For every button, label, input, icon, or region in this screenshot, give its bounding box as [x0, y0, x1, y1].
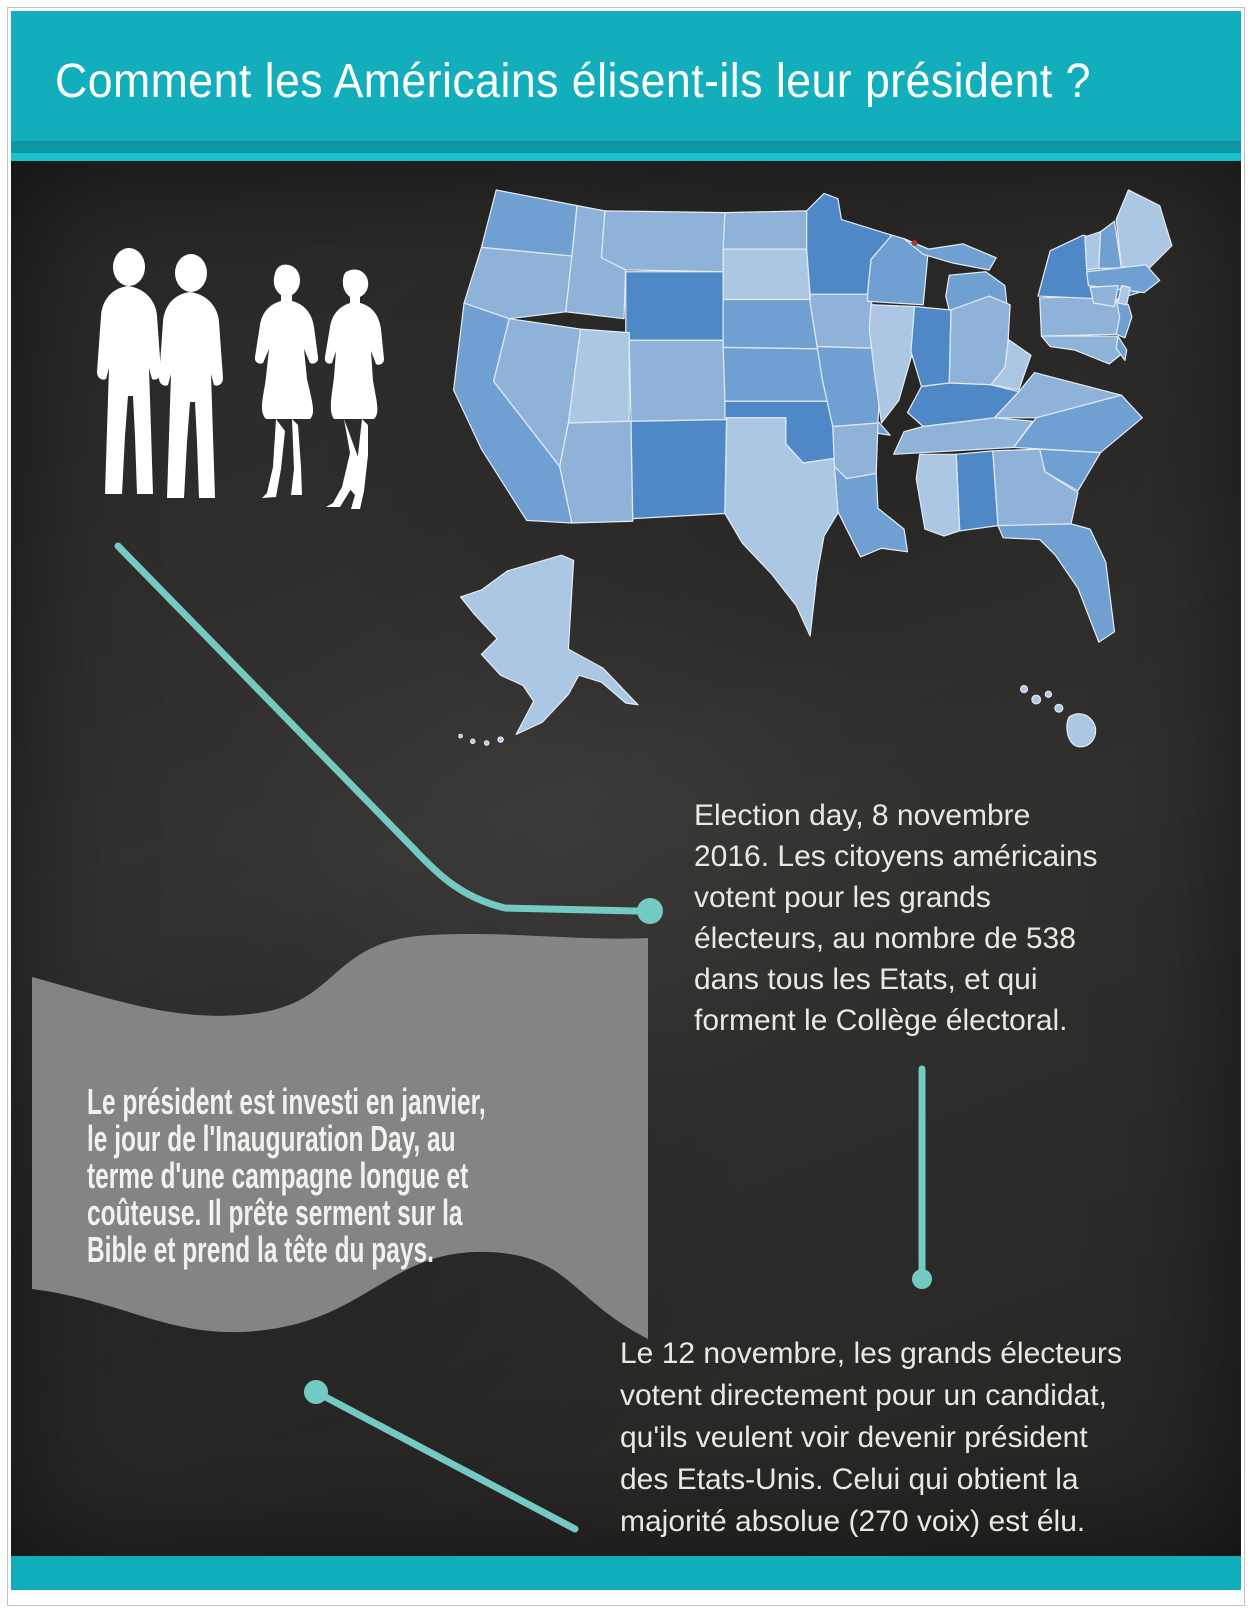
state-ia	[809, 293, 877, 349]
callout-inauguration: Le président est investi en janvier, le …	[87, 1081, 486, 1270]
state-wa	[480, 189, 578, 257]
connector-line-3	[304, 1380, 579, 1533]
footer-bar	[11, 1556, 1241, 1590]
state-tx	[724, 417, 843, 637]
state-wv	[990, 338, 1032, 391]
state-md	[1040, 335, 1128, 365]
state-or	[463, 246, 573, 320]
header-stripe-dark	[11, 141, 1241, 153]
voters-men-icon	[97, 248, 223, 498]
state-nd	[722, 210, 808, 250]
ribbon-banner	[32, 934, 648, 1339]
state-fl	[997, 523, 1116, 643]
header-stripe-bright	[11, 153, 1241, 161]
state-wy	[625, 271, 724, 342]
state-ar	[832, 422, 879, 480]
state-de	[1115, 335, 1128, 362]
voters-women-icon	[254, 264, 384, 509]
callout-electors-vote: Le 12 novembre, les grands électeurs vot…	[620, 1337, 1122, 1538]
state-nj	[1115, 298, 1133, 339]
state-ak-aleutian-2	[483, 740, 490, 746]
header-banner: Comment les Américains élisent-ils leur …	[11, 11, 1241, 161]
state-ak-aleutian-4	[458, 733, 463, 739]
connector-line-2	[912, 1065, 932, 1289]
connector-dot-2	[912, 1269, 932, 1289]
state-mi-upper	[903, 238, 997, 271]
state-la	[833, 465, 909, 558]
usa-map	[453, 189, 1173, 748]
state-me	[1115, 189, 1173, 271]
state-hi-island-1	[1019, 685, 1029, 694]
state-ms	[915, 453, 961, 537]
state-hi-island-3	[1044, 690, 1053, 698]
state-nm	[630, 418, 728, 520]
state-ak	[459, 554, 639, 735]
connector-line-1	[114, 542, 663, 924]
state-co	[628, 339, 728, 422]
state-al	[955, 450, 999, 532]
state-hi-island-2	[1031, 694, 1042, 705]
state-hi-island-4	[1054, 703, 1064, 713]
page-title: Comment les Américains élisent-ils leur …	[55, 55, 1091, 108]
state-az	[559, 420, 634, 524]
infographic-inner: Comment les Américains élisent-ils leur …	[11, 11, 1241, 1602]
connector-dot-1	[637, 898, 663, 924]
callout-election-day: Election day, 8 novembre 2016. Les citoy…	[694, 799, 1098, 1037]
state-mt	[600, 210, 726, 273]
state-sd	[722, 248, 811, 301]
state-ri	[1117, 285, 1131, 306]
state-in	[910, 305, 952, 388]
state-ct	[1089, 285, 1119, 308]
state-tn	[893, 417, 1034, 455]
map-marker-red	[911, 239, 918, 247]
state-ma	[1086, 264, 1161, 294]
infographic-card: Comment les Américains élisent-ils leur …	[7, 7, 1245, 1606]
state-ak-aleutian-3	[469, 738, 476, 745]
state-ak-aleutian-1	[497, 736, 504, 743]
state-vt	[1084, 231, 1102, 271]
state-hi-big-island	[1066, 713, 1097, 748]
content-area: Election day, 8 novembre 2016. Les citoy…	[11, 161, 1241, 1559]
